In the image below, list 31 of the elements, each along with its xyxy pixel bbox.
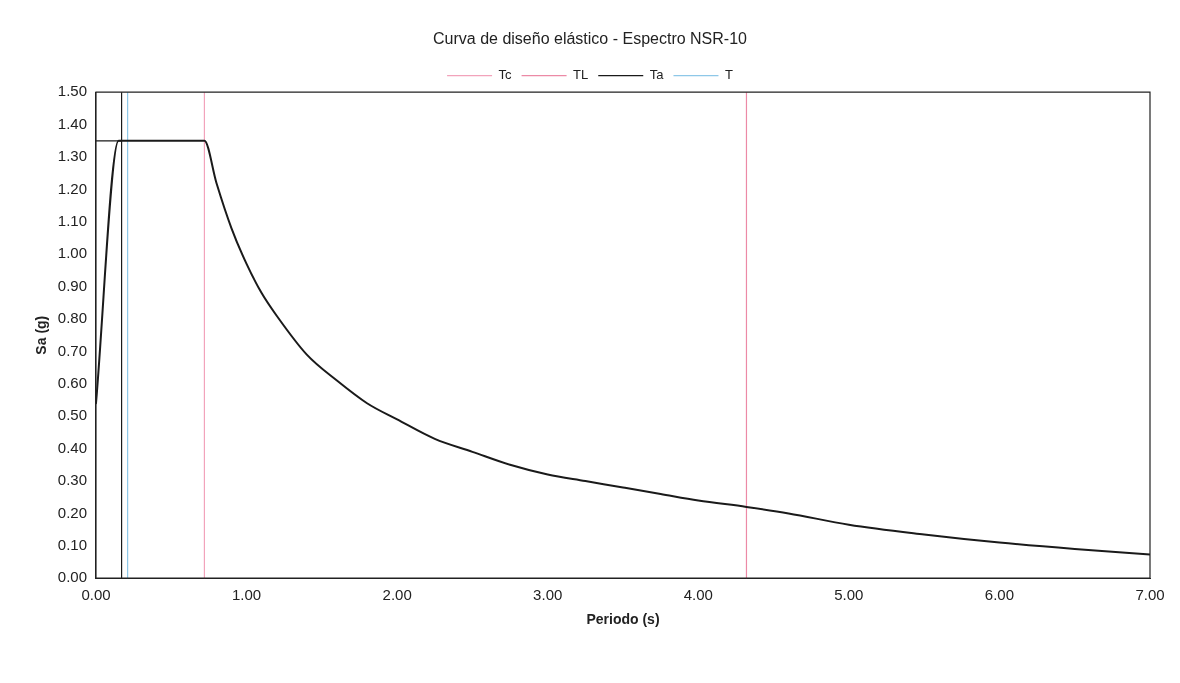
x-tick-label: 7.00 bbox=[1135, 586, 1165, 604]
y-tick-label: 1.30 bbox=[57, 147, 87, 165]
y-tick-label: 0.50 bbox=[57, 406, 87, 424]
y-tick-label: 1.50 bbox=[57, 82, 87, 100]
legend-label: Ta bbox=[649, 67, 665, 83]
y-tick-label: 0.60 bbox=[57, 373, 87, 391]
chart-title: Curva de diseño elástico - Espectro NSR-10 bbox=[433, 30, 748, 48]
y-tick-label: 0.00 bbox=[57, 568, 87, 586]
legend-label: Tc bbox=[498, 67, 513, 83]
x-tick-label: 0.00 bbox=[81, 586, 111, 604]
y-tick-label: 0.20 bbox=[57, 503, 87, 521]
x-tick-label: 2.00 bbox=[382, 586, 412, 604]
legend-label: T bbox=[724, 67, 733, 83]
x-tick-label: 6.00 bbox=[984, 586, 1015, 604]
y-tick-label: 0.40 bbox=[57, 438, 87, 456]
legend-label: TL bbox=[573, 67, 589, 83]
y-axis-title: Sa (g) bbox=[33, 315, 50, 355]
y-tick-label: 1.40 bbox=[57, 114, 87, 132]
x-tick-label: 4.00 bbox=[683, 586, 713, 604]
y-tick-label: 1.00 bbox=[57, 244, 87, 262]
x-axis-title: Periodo (s) bbox=[586, 611, 660, 628]
x-tick-label: 5.00 bbox=[834, 586, 864, 604]
y-tick-label: 0.90 bbox=[57, 276, 87, 294]
y-tick-label: 0.70 bbox=[57, 341, 87, 359]
y-tick-label: 0.30 bbox=[57, 471, 87, 489]
y-tick-label: 1.10 bbox=[57, 211, 87, 229]
y-tick-label: 0.80 bbox=[57, 309, 87, 327]
y-tick-label: 0.10 bbox=[57, 535, 87, 553]
x-tick-label: 3.00 bbox=[533, 586, 563, 604]
x-tick-label: 1.00 bbox=[231, 586, 262, 604]
y-tick-label: 1.20 bbox=[57, 179, 87, 197]
